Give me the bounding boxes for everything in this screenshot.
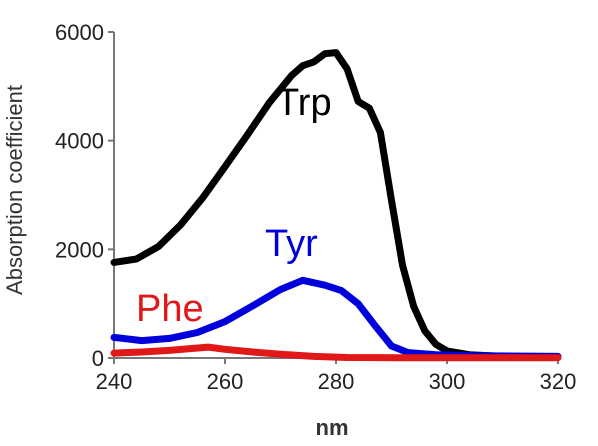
ticks-layer: 0 2000 4000 6000 240 260 280 300 320 [55,20,576,394]
tyr-series-line [110,276,562,360]
y-axis-title: Absorption coefficient [2,85,27,295]
y-tick-label: 6000 [55,20,104,45]
phe-series-line [110,343,562,362]
y-tick-label: 4000 [55,129,104,154]
y-tick-label: 2000 [55,237,104,262]
trp-series-label: Trp [276,82,332,124]
y-tick-label: 0 [92,346,104,371]
x-tick-label: 260 [207,369,244,394]
x-tick-label: 320 [540,369,577,394]
trp-series-line [110,49,562,361]
labels-layer: Trp Tyr Phe Absorption coefficient nm [2,82,349,440]
x-tick-label: 240 [96,369,133,394]
x-tick-label: 300 [429,369,466,394]
x-axis-title: nm [316,415,349,440]
tyr-series-label: Tyr [265,223,318,265]
phe-series-label: Phe [136,288,204,330]
series-layer [110,49,562,362]
x-tick-label: 280 [318,369,355,394]
